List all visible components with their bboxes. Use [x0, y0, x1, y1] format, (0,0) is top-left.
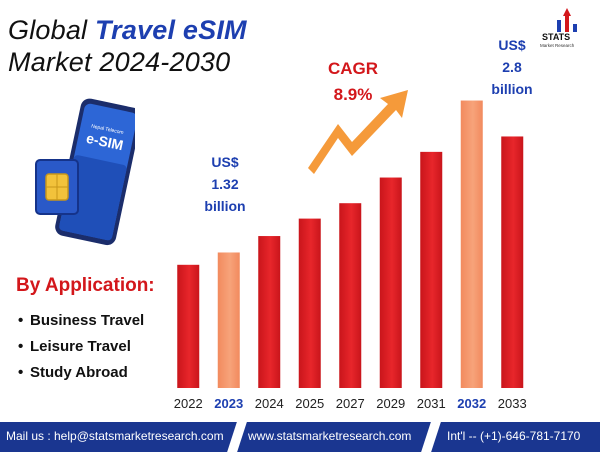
x-tick-label: 2029	[376, 396, 405, 411]
growth-arrow-icon	[308, 90, 408, 174]
title-highlight: Travel eSIM	[94, 15, 247, 45]
bar-2032	[460, 100, 483, 389]
bar-2027	[339, 203, 362, 388]
callout-value: 1.32	[211, 176, 239, 192]
callout-currency: US$	[211, 154, 239, 170]
value-callout-2032: US$ 2.8 billion	[477, 34, 547, 100]
x-tick-label: 2025	[295, 396, 324, 411]
application-list: • Business Travel • Leisure Travel • Study …	[18, 308, 144, 386]
title-line-2: Market 2024-2030	[8, 47, 231, 77]
x-tick-label: 2031	[417, 396, 446, 411]
title-line-1: Global Travel eSIM	[8, 14, 247, 46]
x-tick-label: 2024	[255, 396, 284, 411]
bullet-icon: •	[18, 338, 24, 355]
cagr-label: CAGR	[327, 59, 379, 78]
sim-chip-icon	[35, 159, 79, 215]
callout-unit: billion	[204, 198, 246, 214]
x-tick-label: 2027	[336, 396, 365, 411]
callout-value: 2.8	[502, 59, 522, 75]
x-tick-label: 2033	[498, 396, 527, 411]
logo-name: STATS	[542, 32, 571, 42]
value-callout-2023: US$ 1.32 billion	[190, 151, 260, 217]
title-prefix: Global	[8, 15, 95, 45]
list-item: • Business Travel	[18, 308, 144, 334]
list-item: • Study Abroad	[18, 360, 144, 386]
bullet-icon: •	[18, 312, 24, 329]
list-item: • Leisure Travel	[18, 334, 144, 360]
bar-chart: 2022 2023 2024 2025 2027 2029 2031 2032 2033	[174, 100, 527, 411]
footer-phone[interactable]: Int'l -- (+1)-646-781-7170	[447, 429, 581, 443]
stats-logo-icon	[557, 8, 577, 32]
footer-bar: Mail us : help@statsmarketresearch.com w…	[0, 422, 600, 452]
page-title: Global Travel eSIM Market 2024-2030	[8, 14, 247, 78]
esim-phone-icon: Nepal Telecom e-SIM	[35, 98, 135, 246]
callout-unit: billion	[491, 81, 533, 97]
bar-2031	[420, 151, 443, 388]
cagr-value: 8.9%	[333, 85, 373, 104]
x-tick-label: 2023	[214, 396, 243, 411]
footer-website[interactable]: www.statsmarketresearch.com	[248, 429, 412, 443]
bar-2024	[258, 236, 281, 388]
x-tick-label: 2022	[174, 396, 203, 411]
application-heading: By Application:	[16, 275, 155, 296]
bar-2025	[298, 218, 321, 388]
bar-2022	[177, 264, 200, 388]
application-label: Business Travel	[30, 312, 145, 329]
bar-2023	[217, 252, 240, 388]
application-label: Study Abroad	[30, 364, 128, 381]
callout-currency: US$	[498, 37, 526, 53]
bar-2033	[501, 136, 524, 388]
x-tick-label: 2032	[457, 396, 486, 411]
bar-2029	[379, 177, 402, 388]
bullet-icon: •	[18, 364, 24, 381]
phone-label: e-SIM	[85, 130, 125, 153]
logo-subtitle: Market Research	[540, 43, 575, 48]
cagr-callout: CAGR 8.9%	[318, 56, 388, 108]
footer-mail[interactable]: Mail us : help@statsmarketresearch.com	[6, 429, 224, 443]
application-label: Leisure Travel	[30, 338, 131, 355]
